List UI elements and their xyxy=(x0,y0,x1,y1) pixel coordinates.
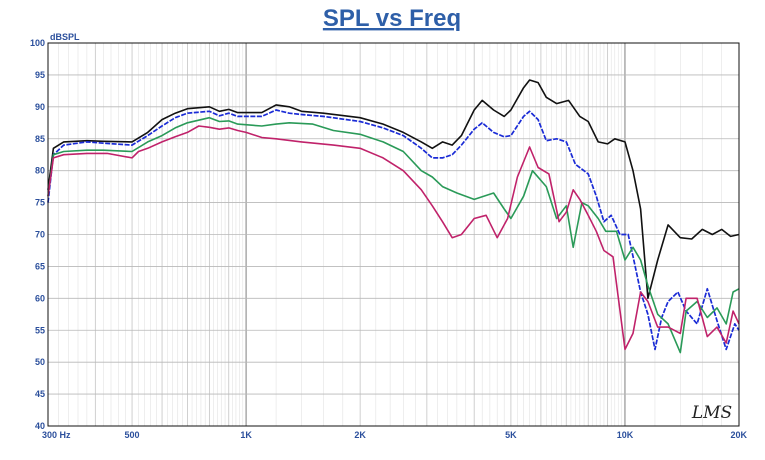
y-tick-label: 100 xyxy=(30,38,45,48)
y-tick-label: 50 xyxy=(35,357,45,367)
x-tick-label: 5K xyxy=(505,430,517,440)
series-line-2 xyxy=(47,109,740,351)
y-tick-label: 90 xyxy=(35,102,45,112)
y-tick-label: 40 xyxy=(35,421,45,431)
y-tick-label: 75 xyxy=(35,198,45,208)
y-tick-label: 80 xyxy=(35,166,45,176)
series-layer xyxy=(47,79,740,354)
y-tick-label: 95 xyxy=(35,70,45,80)
y-tick-label: 45 xyxy=(35,389,45,399)
x-tick-label: 300 Hz xyxy=(42,430,71,440)
y-axis-label: dBSPL xyxy=(50,32,80,42)
x-tick-label: 20K xyxy=(730,430,747,440)
y-tick-label: 85 xyxy=(35,134,45,144)
y-tick-label: 65 xyxy=(35,261,45,271)
x-tick-label: 10K xyxy=(617,430,634,440)
grid xyxy=(47,42,740,427)
series-line-3 xyxy=(47,116,740,354)
x-tick-labels: 300 Hz 500 1K 2K 5K 10K 20K xyxy=(42,430,747,440)
x-tick-label: 1K xyxy=(240,430,252,440)
lms-logo: LMS xyxy=(691,403,732,423)
y-tick-label: 55 xyxy=(35,325,45,335)
y-tick-labels: 100 95 90 85 80 75 70 65 60 55 50 45 40 xyxy=(30,38,45,431)
chart-title: SPL vs Freq xyxy=(323,5,461,32)
y-tick-label: 70 xyxy=(35,230,45,240)
series-line-1 xyxy=(47,79,740,300)
x-tick-label: 500 xyxy=(125,430,140,440)
plot-frame xyxy=(47,42,740,427)
x-tick-label: 2K xyxy=(354,430,366,440)
series-line-4 xyxy=(47,125,740,351)
y-tick-label: 60 xyxy=(35,293,45,303)
